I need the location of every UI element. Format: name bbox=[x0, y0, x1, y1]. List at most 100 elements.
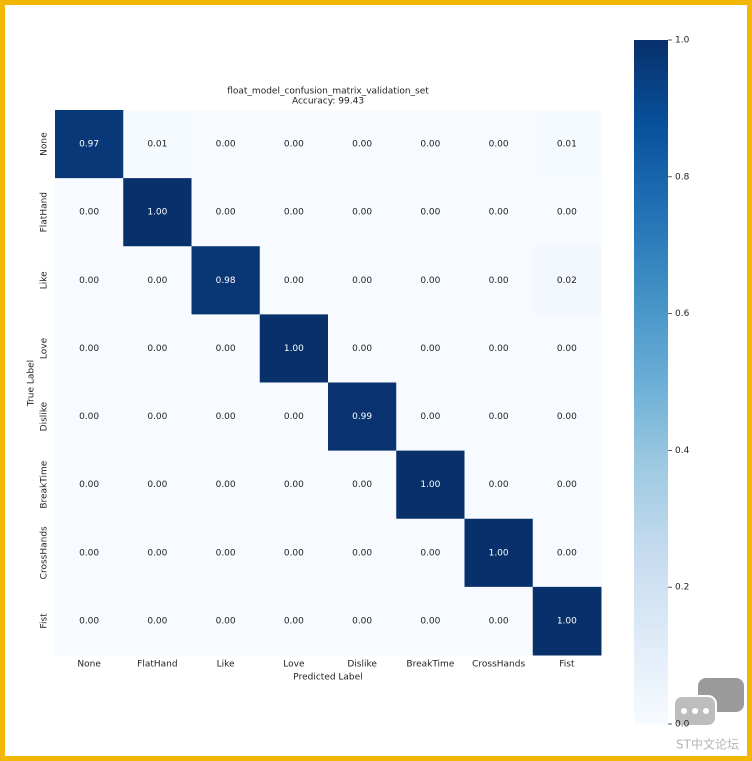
cell-label: 0.00 bbox=[147, 480, 167, 490]
cell-label: 0.99 bbox=[352, 412, 372, 422]
cell bbox=[191, 450, 261, 520]
cell bbox=[259, 314, 329, 383]
colorbar-tick-label: 0.8 bbox=[675, 172, 690, 182]
cell-label: 0.00 bbox=[284, 548, 304, 558]
chart-subtitle: Accuracy: 99.43 bbox=[292, 97, 364, 107]
cell-label: 0.00 bbox=[284, 616, 304, 626]
chat-icon bbox=[673, 678, 744, 727]
cell-label: 0.01 bbox=[147, 140, 167, 150]
cell bbox=[328, 382, 397, 452]
cell bbox=[191, 518, 261, 588]
cell-label: 0.00 bbox=[79, 412, 99, 422]
cell-label: 0.00 bbox=[352, 344, 372, 354]
cell bbox=[191, 110, 261, 179]
cell-label: 0.00 bbox=[147, 616, 167, 626]
cell-label: 0.00 bbox=[489, 208, 509, 218]
cell bbox=[259, 178, 329, 247]
cell-label: 0.00 bbox=[420, 140, 440, 150]
cell bbox=[259, 586, 329, 656]
chart: float_model_confusion_matrix_validation_… bbox=[27, 36, 744, 752]
cell-label: 0.00 bbox=[352, 548, 372, 558]
cell bbox=[328, 314, 397, 383]
cell-label: 0.00 bbox=[352, 276, 372, 286]
cell bbox=[328, 110, 397, 179]
cell bbox=[532, 110, 602, 179]
cell bbox=[191, 586, 261, 656]
cell bbox=[191, 382, 261, 452]
cell-label: 0.00 bbox=[79, 616, 99, 626]
cell bbox=[55, 314, 124, 383]
cell bbox=[259, 518, 329, 588]
y-tick-label: Dislike bbox=[40, 401, 50, 431]
cell-label: 0.02 bbox=[557, 276, 577, 286]
y-tick-label: CrossHands bbox=[40, 526, 50, 579]
cell bbox=[259, 110, 329, 179]
cell-label: 0.00 bbox=[284, 140, 304, 150]
x-tick-label: None bbox=[77, 660, 101, 670]
cell-label: 0.00 bbox=[352, 140, 372, 150]
cell bbox=[464, 314, 534, 383]
cell bbox=[328, 518, 397, 588]
y-tick-label: None bbox=[40, 132, 50, 156]
cell-label: 0.00 bbox=[284, 412, 304, 422]
cell-label: 0.00 bbox=[216, 208, 236, 218]
cell bbox=[464, 246, 534, 315]
cell-label: 0.00 bbox=[557, 548, 577, 558]
x-axis-label: Predicted Label bbox=[293, 673, 362, 683]
cell-label: 0.00 bbox=[420, 412, 440, 422]
y-tick-label: Fist bbox=[40, 613, 50, 629]
cell-label: 0.00 bbox=[489, 344, 509, 354]
cell bbox=[396, 382, 465, 452]
cell-label: 0.00 bbox=[489, 140, 509, 150]
cell-label: 0.00 bbox=[352, 616, 372, 626]
cell-label: 0.00 bbox=[557, 412, 577, 422]
y-axis-label: True Label bbox=[27, 360, 37, 407]
cell bbox=[123, 178, 192, 247]
cell bbox=[396, 110, 465, 179]
cell-label: 0.00 bbox=[489, 412, 509, 422]
cell bbox=[464, 110, 534, 179]
cell bbox=[191, 246, 261, 315]
cell-label: 0.00 bbox=[284, 208, 304, 218]
cell-label: 0.00 bbox=[216, 480, 236, 490]
cell-label: 1.00 bbox=[557, 616, 577, 626]
colorbar-tick-label: 0.2 bbox=[675, 583, 689, 593]
cell-label: 0.01 bbox=[557, 140, 577, 150]
cell-label: 0.00 bbox=[216, 344, 236, 354]
colorbar-tick-label: 1.0 bbox=[675, 36, 690, 46]
cell bbox=[464, 450, 534, 520]
cell-label: 0.00 bbox=[147, 548, 167, 558]
cell bbox=[328, 586, 397, 656]
x-tick-label: CrossHands bbox=[472, 660, 525, 670]
cell bbox=[396, 314, 465, 383]
x-tick-label: Fist bbox=[559, 660, 575, 670]
x-tick-label: Dislike bbox=[347, 660, 377, 670]
cell bbox=[123, 246, 192, 315]
cell-label: 0.00 bbox=[79, 548, 99, 558]
cell-label: 0.00 bbox=[352, 208, 372, 218]
cell bbox=[532, 178, 602, 247]
cell bbox=[123, 382, 192, 452]
cell bbox=[464, 586, 534, 656]
cell-label: 0.00 bbox=[489, 480, 509, 490]
cell bbox=[328, 246, 397, 315]
cell bbox=[55, 586, 124, 656]
cell bbox=[191, 314, 261, 383]
colorbar-tick-label: 0.4 bbox=[675, 446, 690, 456]
cell-label: 0.00 bbox=[420, 548, 440, 558]
cell-label: 0.00 bbox=[216, 412, 236, 422]
cell bbox=[328, 450, 397, 520]
cell bbox=[532, 314, 602, 383]
cell bbox=[396, 246, 465, 315]
cell-label: 0.97 bbox=[79, 140, 99, 150]
cell-label: 0.00 bbox=[216, 616, 236, 626]
cell bbox=[259, 450, 329, 520]
cell-label: 0.00 bbox=[216, 140, 236, 150]
cell-label: 0.00 bbox=[489, 276, 509, 286]
cell-label: 0.00 bbox=[557, 344, 577, 354]
cell-label: 0.98 bbox=[216, 276, 236, 286]
cell bbox=[532, 586, 602, 656]
chart-title: float_model_confusion_matrix_validation_… bbox=[227, 87, 429, 97]
cell-label: 0.00 bbox=[420, 276, 440, 286]
